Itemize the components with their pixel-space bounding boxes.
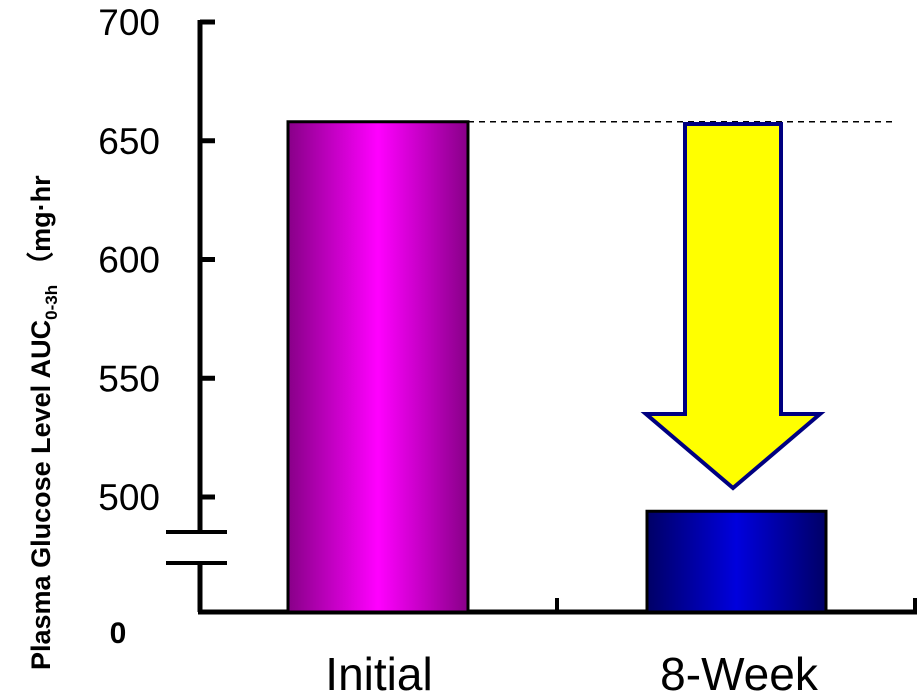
y-axis-title-sub: 0-3h [42,285,61,320]
y-tick-label-600: 600 [98,240,160,281]
y-axis-title: Plasma Glucose Level AUC0-3h （mg·hr [26,175,61,670]
decrease-arrow [640,122,826,491]
x-category-label-initial: Initial [325,648,432,694]
x-category-label-8-week: 8-Week [660,648,819,694]
svg-text:Plasma Glucose Level AUC0-3h（m: Plasma Glucose Level AUC0-3h （mg·hr [26,175,61,670]
y-tick-label-700: 700 [98,2,160,43]
y-axis-title-main: Plasma Glucose Level AUC [26,320,56,670]
y-axis-title-unit: （mg·hr [26,175,56,279]
y-ticks: 700 650 600 550 500 [98,2,215,518]
y-tick-label-500: 500 [98,477,160,518]
bar-8-week [645,509,828,614]
bar-initial [286,120,470,614]
y-tick-label-zero: 0 [110,617,127,650]
y-tick-label-650: 650 [98,121,160,162]
y-tick-label-550: 550 [98,358,160,399]
